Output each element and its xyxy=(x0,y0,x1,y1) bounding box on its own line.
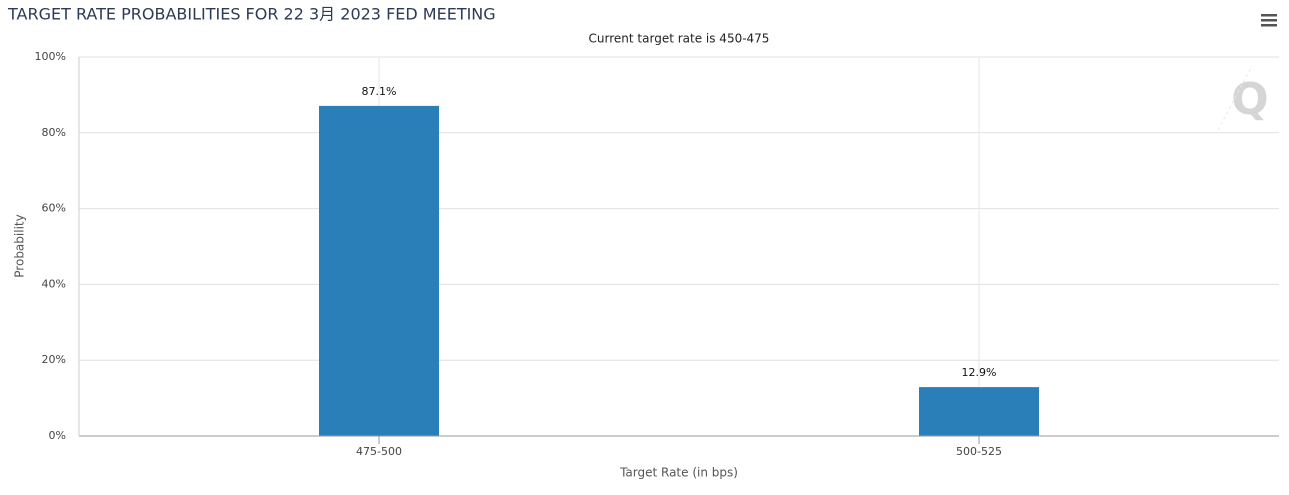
bar xyxy=(919,387,1039,436)
y-tick-label: 0% xyxy=(49,429,66,442)
y-tick-label: 80% xyxy=(42,126,66,139)
logo-stroke xyxy=(1217,65,1253,131)
y-axis-title: Probability xyxy=(13,214,27,277)
data-label: 87.1% xyxy=(362,85,397,98)
y-tick-label: 100% xyxy=(35,50,66,63)
x-tick-label: 500-525 xyxy=(956,445,1002,458)
y-tick-label: 40% xyxy=(42,277,66,290)
logo-letter: Q xyxy=(1231,74,1268,125)
menu-bar xyxy=(1261,14,1277,17)
bar xyxy=(319,105,439,437)
logo: Q xyxy=(1217,65,1269,131)
data-label: 12.9% xyxy=(962,366,997,379)
menu-bar xyxy=(1261,19,1277,22)
chart-subtitle: Current target rate is 450-475 xyxy=(589,32,770,46)
y-tick-label: 20% xyxy=(42,353,66,366)
menu-bar xyxy=(1261,24,1277,27)
x-tick-label: 475-500 xyxy=(356,445,402,458)
chart-title: TARGET RATE PROBABILITIES FOR 22 3月 2023… xyxy=(7,5,496,24)
y-tick-label: 60% xyxy=(42,202,66,215)
x-axis-title: Target Rate (in bps) xyxy=(619,466,738,480)
menu-button[interactable] xyxy=(1260,12,1278,28)
